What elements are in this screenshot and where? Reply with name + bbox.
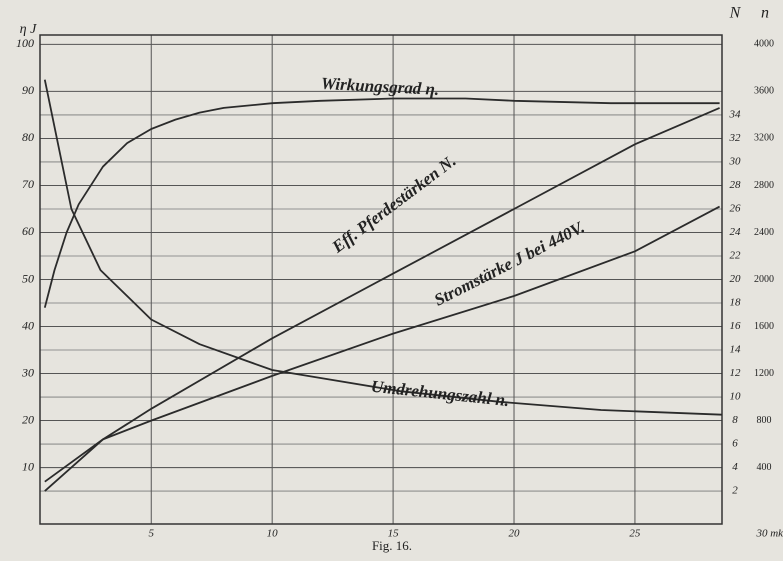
- y2-tick-label: 12: [730, 367, 742, 379]
- y2-tick-label: 34: [729, 108, 742, 120]
- y2-tick-label: 26: [730, 203, 742, 215]
- curve: [44, 205, 721, 483]
- y2-tick-label: 24: [730, 226, 742, 238]
- y-tick-label: 40: [22, 318, 34, 332]
- x-tick-label: 15: [388, 528, 400, 540]
- y2-tick-label: 4: [732, 461, 738, 473]
- y2-tick-label: 22: [730, 250, 742, 262]
- plot-frame: [39, 34, 723, 525]
- y3-tick-label: 2800: [754, 180, 774, 191]
- y2-tick-label: 30: [729, 155, 742, 167]
- y-tick-label: 100: [16, 36, 34, 50]
- y3-tick-label: 2400: [754, 227, 774, 238]
- y-tick-label: 50: [22, 271, 34, 285]
- y-tick-label: 70: [22, 177, 34, 191]
- y-axis-label: η J: [20, 22, 37, 37]
- y3-tick-label: 3600: [754, 86, 774, 97]
- y3-axis-label: n: [761, 5, 769, 22]
- y-tick-label: 90: [22, 83, 34, 97]
- caption: Fig. 16.: [372, 538, 412, 553]
- y2-tick-label: 18: [730, 297, 742, 309]
- y3-tick-label: 1200: [754, 368, 774, 379]
- curve: [43, 97, 720, 308]
- curve: [44, 107, 720, 492]
- y2-tick-label: 6: [732, 438, 738, 450]
- y2-tick-label: 28: [730, 179, 742, 191]
- x-tick-label: 30 mkg.: [755, 528, 783, 540]
- y-tick-label: 60: [22, 224, 34, 238]
- y2-tick-label: 8: [732, 414, 738, 426]
- curve: [43, 79, 723, 416]
- y3-tick-label: 800: [757, 415, 772, 426]
- y2-tick-label: 20: [730, 273, 742, 285]
- y3-tick-label: 4000: [754, 39, 774, 50]
- y-tick-label: 10: [22, 459, 34, 473]
- y2-tick-label: 10: [730, 391, 742, 403]
- y3-tick-label: 1600: [754, 321, 774, 332]
- x-tick-label: 10: [267, 528, 279, 540]
- x-tick-label: 5: [148, 528, 154, 540]
- y-tick-label: 30: [21, 365, 34, 379]
- y-tick-label: 80: [22, 130, 34, 144]
- y3-tick-label: 400: [757, 462, 772, 473]
- y3-tick-label: 3200: [754, 133, 774, 144]
- y2-tick-label: 14: [730, 344, 742, 356]
- y3-tick-label: 2000: [754, 274, 774, 285]
- y-tick-label: 20: [22, 412, 34, 426]
- y2-axis-label: N: [729, 5, 742, 22]
- x-tick-label: 25: [629, 528, 641, 540]
- x-tick-label: 20: [509, 528, 521, 540]
- y2-tick-label: 32: [729, 132, 742, 144]
- y2-tick-label: 16: [730, 320, 742, 332]
- y2-tick-label: 2: [732, 485, 738, 497]
